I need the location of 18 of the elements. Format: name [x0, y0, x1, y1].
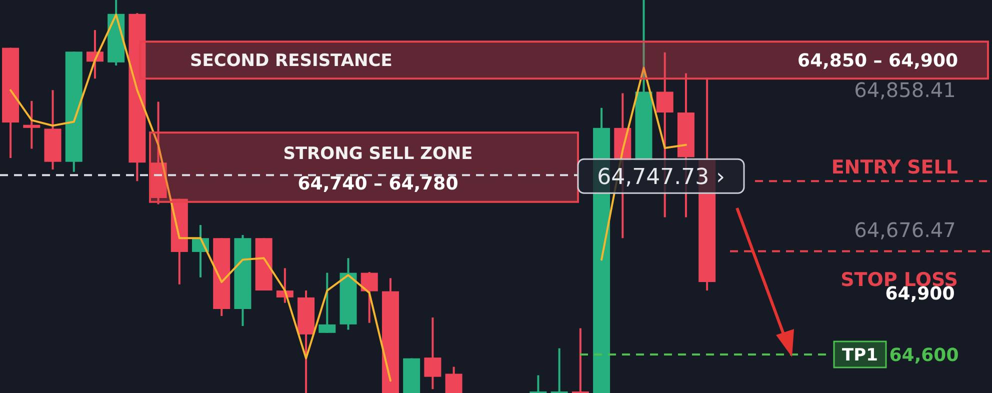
- band-label: STRONG SELL ZONE: [283, 144, 473, 164]
- annotation: 64,600: [889, 344, 959, 366]
- y-tick-label: 64,858.41: [854, 78, 956, 102]
- candlestick: [550, 347, 568, 393]
- candlestick: [318, 272, 336, 334]
- candlestick: [424, 316, 442, 390]
- candlestick: [530, 374, 547, 393]
- band-label: SECOND RESISTANCE: [190, 51, 392, 72]
- candlestick: [572, 327, 589, 393]
- annotation: 64,740 – 64,780: [298, 174, 458, 195]
- ref-line-label: ENTRY SELL: [831, 156, 958, 179]
- candlestick: [23, 100, 40, 150]
- ref-line-label: 64,747.73 ›: [597, 164, 725, 190]
- candlestick: [360, 271, 378, 324]
- annotation: 64,850 – 64,900: [798, 50, 958, 72]
- ref-line-label: TP1: [842, 345, 878, 366]
- candlestick: [445, 366, 462, 393]
- y-tick-label: 64,676.47: [854, 218, 956, 242]
